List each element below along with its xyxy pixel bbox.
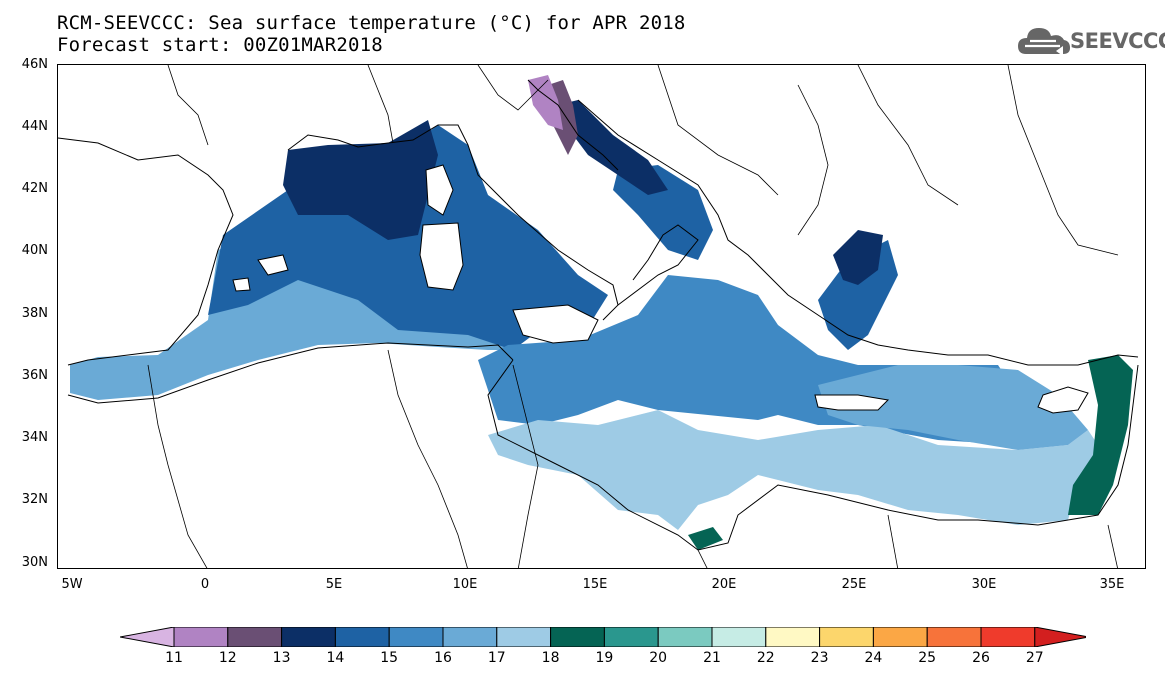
lon-label-20e: 20E	[711, 577, 737, 592]
colorbar-segment	[120, 627, 175, 647]
lon-label-30e: 30E	[971, 577, 997, 592]
colorbar-segment	[926, 627, 982, 647]
corsica	[425, 164, 454, 216]
colorbar-tick-label: 21	[703, 650, 721, 666]
sardinia	[419, 222, 464, 291]
colorbar-segment	[657, 627, 713, 647]
lon-label-5w: 5W	[61, 577, 83, 592]
colorbar-segment	[173, 627, 229, 647]
sicily	[512, 304, 599, 344]
lon-label-15e: 15E	[582, 577, 608, 592]
lat-label-40n: 40N	[21, 243, 48, 258]
colorbar-segment	[1034, 627, 1086, 647]
forecast-start-subtitle: Forecast start: 00Z01MAR2018	[57, 34, 383, 56]
lon-label-35e: 35E	[1099, 577, 1125, 592]
balearic-islands	[232, 254, 289, 292]
colorbar-segment	[388, 627, 444, 647]
chart-title: RCM-SEEVCCC: Sea surface temperature (°C…	[57, 12, 686, 34]
sst-map	[58, 65, 1139, 568]
colorbar-tick-label: 24	[864, 650, 883, 666]
colorbar-tick-label: 23	[810, 650, 829, 666]
colorbar-segment	[227, 627, 283, 647]
lat-label-34n: 34N	[21, 430, 48, 445]
colorbar-tick-label: 19	[595, 650, 614, 666]
lon-label-25e: 25E	[841, 577, 867, 592]
colorbar-tick-label: 14	[326, 650, 345, 666]
lat-label-36n: 36N	[21, 368, 48, 383]
lon-label-5e: 5E	[325, 577, 343, 592]
colorbar-tick-label: 16	[434, 650, 452, 666]
sst-region-14-west	[283, 120, 438, 240]
colorbar-tick-label: 25	[918, 650, 937, 666]
country-borders	[147, 65, 1119, 568]
colorbar-tick-label: 18	[541, 650, 560, 666]
sst-region-14-aegean	[833, 230, 883, 285]
lon-label-10e: 10E	[452, 577, 478, 592]
colorbar-segment	[765, 627, 821, 647]
lat-label-38n: 38N	[21, 306, 48, 321]
colorbar-segment	[281, 627, 336, 647]
seevccc-logo: SEEVCCC	[1016, 24, 1165, 60]
colorbar-segment	[334, 627, 390, 647]
colorbar-tick-label: 13	[272, 650, 291, 666]
colorbar-segment	[496, 627, 552, 647]
map-plot-area	[57, 64, 1146, 569]
colorbar-segment	[603, 627, 659, 647]
lat-label-42n: 42N	[21, 181, 48, 196]
colorbar-segment	[442, 627, 498, 647]
sst-region-17-east	[488, 410, 1098, 530]
cyprus	[1037, 386, 1089, 414]
colorbar-segment	[711, 627, 767, 647]
sst-region-15-west	[208, 125, 608, 350]
sst-region-16-levant	[818, 365, 1088, 450]
colorbar-tick-label: 12	[218, 650, 237, 666]
colorbar-tick-label: 15	[380, 650, 399, 666]
colorbar-tick-label: 22	[756, 650, 775, 666]
lat-label-46n: 46N	[21, 57, 48, 72]
lat-label-44n: 44N	[21, 119, 48, 134]
lat-label-30n: 30N	[21, 555, 48, 570]
coastlines	[58, 79, 1139, 551]
logo-text: SEEVCCC	[1070, 29, 1165, 53]
colorbar-segment	[819, 627, 874, 647]
colorbar-tick-label: 26	[972, 650, 990, 666]
colorbar-tick-label: 11	[165, 650, 183, 666]
crete	[814, 394, 890, 411]
lat-label-32n: 32N	[21, 492, 48, 507]
colorbar-segment	[872, 627, 928, 647]
colorbar-tick-label: 20	[649, 650, 668, 666]
colorbar-segment	[980, 627, 1036, 647]
colorbar-tick-label: 27	[1025, 650, 1044, 666]
lon-label-0: 0	[200, 577, 210, 592]
colorbar-segment	[550, 627, 605, 647]
sst-region-19-libya	[688, 527, 723, 550]
colorbar-tick-label: 17	[487, 650, 506, 666]
sst-region-15-adriatic	[613, 165, 713, 260]
colorbar	[120, 627, 1086, 647]
sst-region-14-adriatic	[558, 100, 668, 195]
sst-region-19-levant	[1068, 355, 1133, 515]
cloud-icon	[1018, 28, 1070, 56]
